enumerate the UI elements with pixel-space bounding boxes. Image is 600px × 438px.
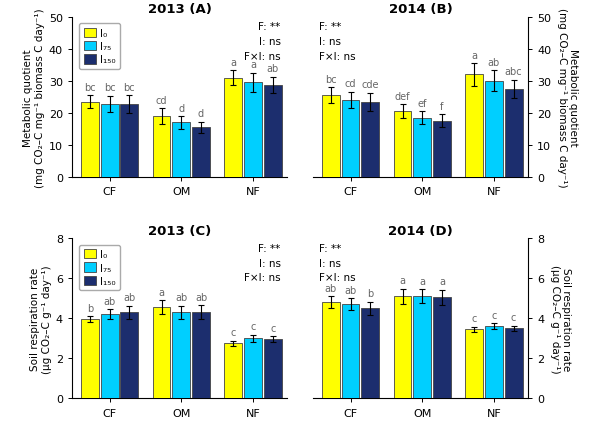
Bar xyxy=(466,329,483,399)
Text: ab: ab xyxy=(123,293,136,303)
Text: cde: cde xyxy=(362,80,379,90)
Bar xyxy=(121,105,138,178)
Bar xyxy=(153,117,170,178)
Bar xyxy=(466,75,483,178)
Text: a: a xyxy=(439,276,445,286)
Bar xyxy=(172,313,190,399)
Bar xyxy=(322,303,340,399)
Bar xyxy=(394,112,412,178)
Bar xyxy=(81,320,99,399)
Text: ef: ef xyxy=(418,99,427,109)
Bar xyxy=(341,101,359,178)
Bar xyxy=(485,327,503,399)
Text: a: a xyxy=(400,276,406,286)
Bar xyxy=(101,105,119,178)
Bar xyxy=(101,314,119,399)
Text: F: **
I: ns
F×I: ns: F: ** I: ns F×I: ns xyxy=(244,22,281,62)
Text: b: b xyxy=(87,303,93,313)
Bar xyxy=(264,339,281,399)
Bar xyxy=(244,339,262,399)
Text: d: d xyxy=(198,109,204,119)
Bar xyxy=(361,102,379,178)
Bar xyxy=(121,313,138,399)
Y-axis label: Soil respiration rate
(μg CO₂–C g⁻¹ day⁻¹): Soil respiration rate (μg CO₂–C g⁻¹ day⁻… xyxy=(550,265,571,373)
Bar xyxy=(81,102,99,178)
Text: ab: ab xyxy=(344,285,356,295)
Text: F: **
I: ns
F×I: ns: F: ** I: ns F×I: ns xyxy=(319,22,356,62)
Y-axis label: Metabolic quotient
(mg CO₂–C mg⁻¹ biomass C day⁻¹): Metabolic quotient (mg CO₂–C mg⁻¹ biomas… xyxy=(23,8,44,187)
Bar xyxy=(505,89,523,178)
Text: b: b xyxy=(367,289,373,299)
Bar xyxy=(192,313,210,399)
Bar xyxy=(341,304,359,399)
Legend: I₀, I₇₅, I₁₅₀: I₀, I₇₅, I₁₅₀ xyxy=(79,245,120,290)
Bar xyxy=(505,328,523,399)
Text: F: **
I: ns
F×I: ns: F: ** I: ns F×I: ns xyxy=(319,243,356,283)
Bar xyxy=(413,118,431,178)
Text: cd: cd xyxy=(156,95,167,105)
Title: 2014 (D): 2014 (D) xyxy=(388,224,453,237)
Bar xyxy=(153,307,170,399)
Title: 2013 (C): 2013 (C) xyxy=(148,224,211,237)
Bar xyxy=(394,297,412,399)
Text: a: a xyxy=(250,60,256,70)
Text: c: c xyxy=(491,310,497,320)
Bar xyxy=(192,128,210,178)
Text: ab: ab xyxy=(195,292,207,302)
Text: ab: ab xyxy=(266,64,279,74)
Text: bc: bc xyxy=(104,83,115,93)
Text: f: f xyxy=(440,102,443,112)
Text: cd: cd xyxy=(345,79,356,89)
Title: 2014 (B): 2014 (B) xyxy=(389,4,452,16)
Text: F: **
I: ns
F×I: ns: F: ** I: ns F×I: ns xyxy=(244,243,281,283)
Title: 2013 (A): 2013 (A) xyxy=(148,4,211,16)
Text: c: c xyxy=(250,321,256,332)
Text: c: c xyxy=(511,313,517,323)
Text: bc: bc xyxy=(84,82,96,92)
Text: ab: ab xyxy=(104,296,116,306)
Y-axis label: Metabolic quotient
(mg CO₂–C mg⁻¹ biomass C day⁻¹): Metabolic quotient (mg CO₂–C mg⁻¹ biomas… xyxy=(557,8,578,187)
Bar xyxy=(224,343,242,399)
Text: bc: bc xyxy=(325,74,337,85)
Text: ab: ab xyxy=(325,283,337,293)
Text: def: def xyxy=(395,92,410,102)
Text: d: d xyxy=(178,103,184,113)
Legend: I₀, I₇₅, I₁₅₀: I₀, I₇₅, I₁₅₀ xyxy=(79,25,120,70)
Text: abc: abc xyxy=(505,67,523,77)
Text: a: a xyxy=(230,58,236,68)
Bar xyxy=(433,297,451,399)
Text: c: c xyxy=(472,314,477,324)
Bar xyxy=(224,78,242,178)
Bar xyxy=(244,83,262,178)
Bar xyxy=(413,297,431,399)
Bar xyxy=(485,81,503,178)
Y-axis label: Soil respiration rate
(μg CO₂–C g⁻¹ day⁻¹): Soil respiration rate (μg CO₂–C g⁻¹ day⁻… xyxy=(30,265,52,373)
Text: c: c xyxy=(230,328,236,338)
Bar xyxy=(433,122,451,178)
Text: ab: ab xyxy=(175,293,187,303)
Bar xyxy=(264,85,281,178)
Text: bc: bc xyxy=(124,82,135,92)
Text: c: c xyxy=(270,323,275,333)
Text: a: a xyxy=(158,287,164,297)
Text: a: a xyxy=(471,50,477,60)
Bar xyxy=(361,308,379,399)
Text: a: a xyxy=(419,276,425,286)
Bar xyxy=(322,96,340,178)
Text: ab: ab xyxy=(488,58,500,68)
Bar xyxy=(172,123,190,178)
